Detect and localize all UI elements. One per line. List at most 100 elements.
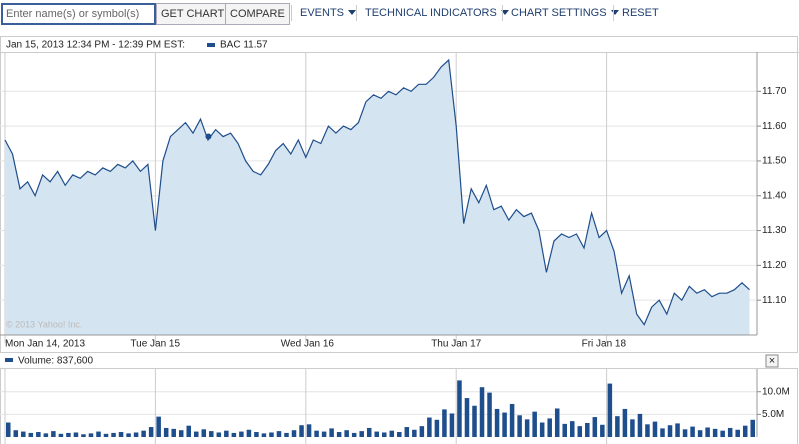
y-tick-label: 10.0M	[762, 386, 790, 397]
y-tick-label: 11.10	[762, 295, 787, 306]
volume-bar	[284, 432, 289, 437]
volume-bar	[66, 432, 71, 437]
events-menu[interactable]: EVENTS	[300, 4, 357, 22]
volume-bar	[404, 427, 410, 437]
indicators-menu[interactable]: TECHNICAL INDICATORS	[365, 4, 509, 22]
volume-bar	[434, 419, 440, 437]
volume-bar	[6, 422, 11, 437]
legend-entry: BAC 11.57	[220, 40, 268, 51]
volume-header: Volume: 837,600	[18, 356, 93, 367]
volume-bar	[269, 432, 274, 437]
volume-bar	[697, 430, 703, 437]
reset-button[interactable]: RESET	[622, 4, 659, 22]
volume-bar	[712, 428, 718, 437]
volume-bar	[600, 424, 605, 437]
menu-label: EVENTS	[300, 7, 345, 19]
volume-bar	[306, 424, 312, 437]
toolbar: Enter name(s) or symbol(s) GET CHART COM…	[0, 0, 799, 30]
volume-bar	[321, 431, 327, 437]
y-tick-label: 11.70	[762, 86, 787, 97]
volume-bar	[592, 417, 598, 437]
separator	[502, 5, 503, 21]
volume-frame	[0, 368, 798, 444]
volume-bar	[156, 416, 161, 437]
settings-menu[interactable]: CHART SETTINGS	[511, 4, 619, 22]
y-tick-label: 11.50	[762, 156, 787, 167]
separator	[356, 5, 357, 21]
volume-bar	[652, 421, 658, 437]
volume-bar	[21, 431, 26, 437]
volume-bar	[351, 432, 357, 437]
volume-bar	[88, 433, 94, 437]
volume-bar	[111, 432, 116, 437]
compare-button[interactable]: COMPARE	[225, 3, 290, 25]
volume-bar	[607, 383, 613, 437]
volume-bar	[171, 428, 176, 437]
volume-bar	[735, 429, 740, 437]
volume-bar	[570, 421, 575, 437]
volume-bar	[682, 429, 688, 437]
volume-bar	[36, 432, 41, 437]
volume-bar	[412, 429, 417, 437]
x-tick-label: Wed Jan 16	[281, 339, 335, 350]
chart-frame	[0, 36, 798, 353]
volume-bar	[389, 430, 395, 437]
volume-bar	[615, 416, 620, 437]
volume-bar	[457, 380, 462, 437]
search-input[interactable]: Enter name(s) or symbol(s)	[1, 3, 156, 25]
volume-bar	[645, 424, 650, 437]
volume-bar	[239, 431, 244, 437]
y-tick-label: 11.60	[762, 121, 787, 132]
volume-bar	[502, 412, 507, 437]
price-area	[5, 60, 750, 335]
volume-bar	[667, 425, 673, 437]
volume-bar	[742, 425, 748, 437]
volume-bar	[366, 427, 372, 437]
volume-bar	[660, 428, 665, 437]
volume-bar	[254, 432, 259, 437]
volume-bar	[637, 413, 643, 437]
separator	[291, 5, 292, 21]
volume-bar	[397, 432, 402, 437]
close-button[interactable]	[765, 354, 779, 368]
volume-bar	[216, 432, 222, 437]
volume-bar	[585, 422, 590, 437]
separator	[613, 5, 614, 21]
volume-bar	[419, 426, 425, 437]
volume-bar	[231, 432, 237, 437]
volume-bar	[562, 423, 567, 437]
volume-bar	[532, 411, 537, 437]
hover-point	[205, 133, 212, 140]
volume-bar	[359, 431, 364, 437]
volume-bar	[329, 428, 334, 437]
y-tick-label: 11.40	[762, 190, 787, 201]
volume-bar	[186, 425, 191, 437]
x-tick-label: Mon Jan 14, 2013	[5, 339, 85, 350]
close-icon[interactable]: ×	[769, 355, 775, 367]
volume-bar	[705, 427, 710, 437]
volume-bar	[547, 418, 552, 437]
menu-label: RESET	[622, 7, 659, 19]
volume-bar	[494, 408, 500, 437]
volume-bar	[750, 419, 755, 437]
volume-bar	[517, 415, 522, 437]
volume-bar	[336, 432, 342, 437]
volume-bar	[224, 430, 229, 437]
volume-bar	[96, 431, 101, 437]
volume-bar	[539, 422, 545, 437]
volume-bar	[314, 430, 319, 437]
y-tick-label: 5.0M	[762, 409, 784, 420]
volume-bar	[148, 427, 154, 437]
volume-bar	[727, 427, 733, 437]
volume-bar	[479, 387, 485, 437]
volume-bar	[43, 433, 49, 437]
volume-bar	[449, 413, 455, 437]
legend-swatch	[207, 43, 215, 47]
volume-bar	[261, 433, 267, 437]
volume-bar	[442, 409, 447, 437]
volume-bar	[577, 426, 583, 437]
volume-bar	[58, 433, 64, 437]
volume-bar	[374, 431, 379, 437]
